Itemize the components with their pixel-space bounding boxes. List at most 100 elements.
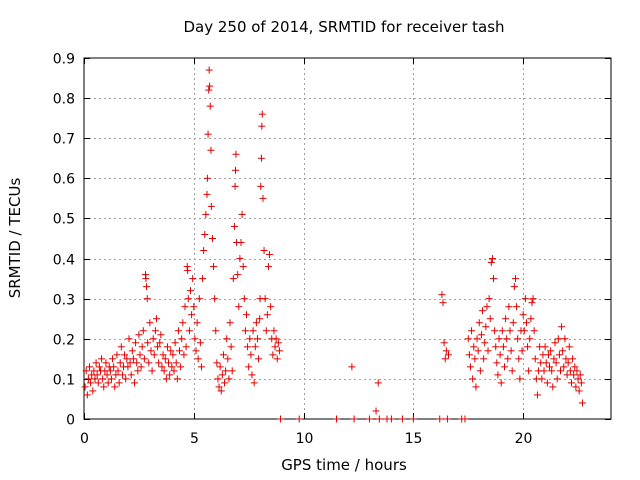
- data-point: [111, 383, 119, 391]
- data-point: [566, 367, 574, 375]
- data-point: [193, 319, 201, 327]
- data-point: [270, 327, 278, 335]
- data-point: [115, 379, 123, 387]
- data-point: [564, 359, 572, 367]
- data-point: [169, 351, 177, 359]
- data-point: [160, 367, 168, 375]
- data-point: [508, 367, 516, 375]
- data-point: [480, 355, 488, 363]
- data-point: [116, 359, 124, 367]
- data-point: [171, 339, 179, 347]
- data-point: [567, 379, 575, 387]
- data-point: [509, 319, 517, 327]
- data-point: [161, 355, 169, 363]
- data-point: [242, 311, 250, 319]
- data-point: [204, 130, 212, 138]
- data-point: [152, 315, 160, 323]
- data-point: [205, 66, 213, 74]
- data-point: [549, 383, 557, 391]
- data-point: [257, 154, 265, 162]
- data-point: [506, 327, 514, 335]
- data-point: [155, 359, 163, 367]
- data-point: [83, 391, 91, 399]
- data-point: [166, 371, 174, 379]
- data-point: [203, 174, 211, 182]
- data-point: [253, 335, 261, 343]
- data-point: [232, 150, 240, 158]
- data-point: [98, 355, 106, 363]
- data-point: [472, 383, 480, 391]
- data-point: [496, 351, 504, 359]
- x-tick-label: 15: [405, 431, 423, 447]
- data-point: [558, 323, 566, 331]
- data-point: [194, 355, 202, 363]
- data-point: [273, 355, 281, 363]
- data-point: [543, 379, 551, 387]
- data-point: [260, 247, 268, 255]
- data-point: [93, 371, 101, 379]
- data-point: [239, 263, 247, 271]
- data-point: [465, 351, 473, 359]
- data-point: [214, 375, 222, 383]
- data-point: [114, 367, 122, 375]
- data-point: [177, 363, 185, 371]
- data-point: [217, 387, 225, 395]
- data-point: [151, 327, 159, 335]
- data-point: [144, 339, 152, 347]
- data-point: [261, 295, 269, 303]
- data-point: [184, 295, 192, 303]
- data-point: [252, 319, 260, 327]
- data-point: [271, 343, 279, 351]
- data-point: [219, 351, 227, 359]
- data-point: [182, 343, 190, 351]
- data-point: [85, 363, 93, 371]
- data-point: [551, 339, 559, 347]
- data-point: [143, 295, 151, 303]
- y-tick-label: 0.2: [53, 333, 75, 349]
- data-point: [124, 363, 132, 371]
- data-point: [196, 339, 204, 347]
- data-point: [372, 407, 380, 415]
- data-point: [222, 367, 230, 375]
- data-point: [484, 347, 492, 355]
- data-point: [575, 387, 583, 395]
- data-point: [569, 355, 577, 363]
- data-point: [223, 335, 231, 343]
- data-point: [469, 375, 477, 383]
- data-point: [559, 347, 567, 355]
- data-point: [173, 375, 181, 383]
- y-axis-title: SRMTID / TECUs: [6, 178, 24, 299]
- data-point: [374, 379, 382, 387]
- data-point: [479, 307, 487, 315]
- data-point: [348, 363, 356, 371]
- data-point: [126, 359, 134, 367]
- data-point: [499, 343, 507, 351]
- data-point: [498, 327, 506, 335]
- data-point: [501, 363, 509, 371]
- data-point: [145, 359, 153, 367]
- data-point: [264, 263, 272, 271]
- data-point: [176, 347, 184, 355]
- data-point: [82, 367, 90, 375]
- data-point: [546, 363, 554, 371]
- data-point: [468, 327, 476, 335]
- data-point: [102, 359, 110, 367]
- data-point: [215, 383, 223, 391]
- data-point: [224, 355, 232, 363]
- data-point: [570, 371, 578, 379]
- data-point: [92, 359, 100, 367]
- data-point: [250, 379, 258, 387]
- data-point: [441, 355, 449, 363]
- data-point: [208, 235, 216, 242]
- data-point: [113, 351, 121, 359]
- data-point: [511, 275, 519, 283]
- data-point: [464, 335, 472, 343]
- data-point: [487, 259, 495, 267]
- data-point: [138, 343, 146, 351]
- data-point: [350, 415, 358, 423]
- data-point: [269, 351, 277, 359]
- data-point: [572, 383, 580, 391]
- data-point: [136, 351, 144, 359]
- data-point: [494, 371, 502, 379]
- data-point: [213, 359, 221, 367]
